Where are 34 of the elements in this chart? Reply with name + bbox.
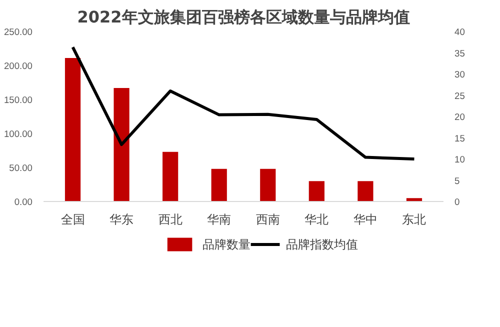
y2-tick-label: 20: [454, 112, 465, 122]
chart-title: 2022年文旅集团百强榜各区域数量与品牌均值: [77, 8, 410, 26]
bar: [260, 168, 276, 202]
y-tick-label: 150.00: [4, 95, 32, 105]
x-tick-label: 华南: [207, 212, 232, 226]
bar: [358, 181, 374, 202]
x-tick-label: 西北: [158, 212, 182, 226]
x-tick-label: 华东: [110, 212, 134, 226]
bar: [162, 152, 178, 202]
x-tick-label: 全国: [60, 212, 85, 226]
y2-tick-label: 10: [454, 154, 465, 164]
y-tick-label: 200.00: [4, 61, 32, 71]
bar: [211, 168, 227, 202]
y-tick-label: 0.00: [14, 197, 32, 207]
x-tick-label: 华北: [304, 212, 329, 226]
legend-label: 品牌指数均值: [286, 238, 358, 252]
y-tick-label: 100.00: [4, 129, 32, 139]
y2-tick-label: 15: [454, 133, 465, 144]
y2-tick-label: 0: [454, 197, 460, 207]
y2-tick-label: 40: [454, 27, 465, 37]
y-tick-label: 250.00: [4, 27, 32, 37]
y2-tick-label: 5: [454, 176, 460, 186]
legend-label: 品牌数量: [202, 238, 251, 252]
bar: [64, 58, 81, 202]
y2-tick-label: 30: [454, 70, 465, 80]
bar: [114, 88, 130, 202]
x-tick-label: 华中: [353, 212, 378, 226]
line-series: [71, 46, 416, 160]
y-tick-label: 50.00: [9, 163, 32, 173]
x-tick-label: 东北: [402, 212, 426, 226]
x-tick-label: 西南: [256, 212, 280, 226]
y2-tick-label: 25: [454, 90, 465, 101]
y2-tick-label: 35: [454, 48, 465, 58]
bar: [308, 181, 324, 202]
